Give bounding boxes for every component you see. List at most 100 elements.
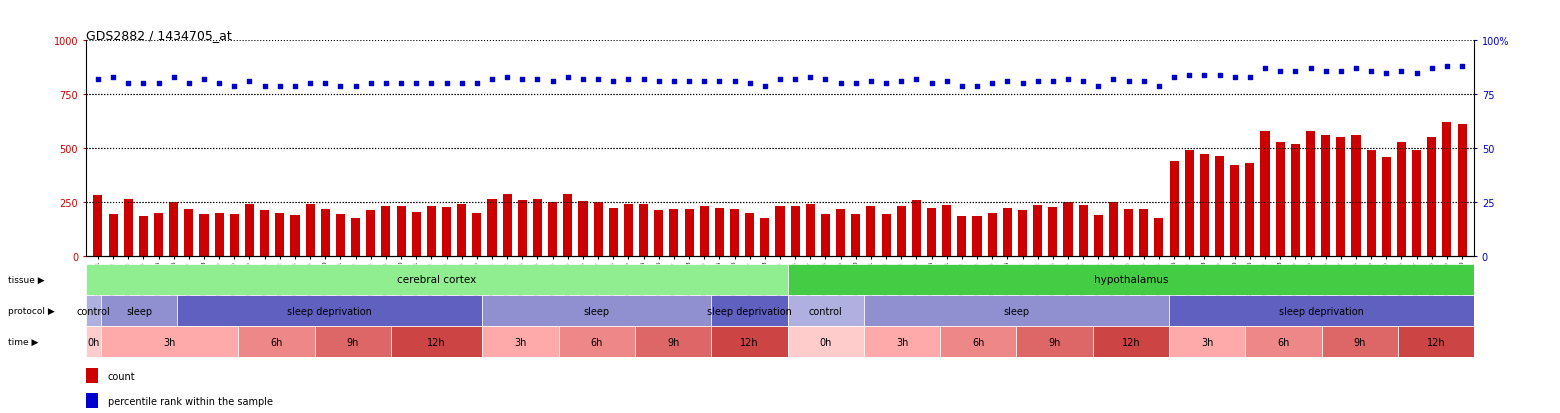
Point bbox=[934, 79, 959, 85]
Text: 3h: 3h bbox=[1201, 337, 1214, 347]
Bar bbox=[1351, 136, 1360, 256]
FancyBboxPatch shape bbox=[635, 326, 711, 357]
Text: hypothalamus: hypothalamus bbox=[1094, 275, 1168, 285]
Bar bbox=[1003, 209, 1012, 256]
Point bbox=[253, 83, 278, 90]
FancyBboxPatch shape bbox=[315, 326, 392, 357]
Bar bbox=[821, 214, 830, 256]
Point bbox=[176, 81, 201, 88]
Point bbox=[495, 74, 519, 81]
Point bbox=[844, 81, 869, 88]
Bar bbox=[881, 214, 891, 256]
Point bbox=[207, 81, 232, 88]
FancyBboxPatch shape bbox=[239, 326, 315, 357]
FancyBboxPatch shape bbox=[482, 326, 558, 357]
Bar bbox=[852, 214, 860, 256]
Text: control: control bbox=[810, 306, 842, 316]
FancyBboxPatch shape bbox=[392, 326, 482, 357]
Bar bbox=[215, 213, 223, 256]
FancyBboxPatch shape bbox=[558, 326, 635, 357]
Bar bbox=[1215, 156, 1225, 256]
Bar bbox=[335, 214, 345, 256]
FancyBboxPatch shape bbox=[86, 326, 101, 357]
Bar bbox=[1276, 142, 1285, 256]
Text: 3h: 3h bbox=[895, 337, 908, 347]
Bar bbox=[109, 214, 117, 256]
Point bbox=[828, 81, 853, 88]
FancyBboxPatch shape bbox=[101, 326, 239, 357]
Bar bbox=[200, 214, 209, 256]
Bar bbox=[593, 202, 602, 256]
Bar bbox=[1412, 151, 1421, 256]
Point bbox=[707, 79, 732, 85]
Text: 0h: 0h bbox=[87, 337, 100, 347]
Bar bbox=[1321, 136, 1331, 256]
Bar bbox=[321, 210, 329, 256]
Point bbox=[343, 83, 368, 90]
Bar bbox=[396, 206, 406, 256]
Point bbox=[373, 81, 398, 88]
Point bbox=[616, 77, 641, 83]
Point bbox=[571, 77, 596, 83]
Point bbox=[1207, 72, 1232, 79]
Point bbox=[980, 81, 1005, 88]
Bar bbox=[123, 199, 133, 256]
Point bbox=[1221, 74, 1246, 81]
Point bbox=[192, 77, 217, 83]
Bar bbox=[1064, 202, 1073, 256]
Text: 0h: 0h bbox=[819, 337, 831, 347]
Point bbox=[1041, 79, 1065, 85]
Bar bbox=[714, 209, 724, 256]
Point bbox=[1253, 66, 1278, 73]
Bar bbox=[534, 199, 541, 256]
FancyBboxPatch shape bbox=[86, 264, 788, 295]
Bar bbox=[1337, 138, 1345, 256]
Point bbox=[1056, 77, 1081, 83]
Point bbox=[1101, 77, 1126, 83]
Text: sleep deprivation: sleep deprivation bbox=[1279, 306, 1363, 316]
Point bbox=[691, 79, 716, 85]
Point bbox=[601, 79, 626, 85]
Point bbox=[964, 83, 989, 90]
Point bbox=[449, 81, 474, 88]
Bar bbox=[836, 210, 846, 256]
Text: 9h: 9h bbox=[1048, 337, 1061, 347]
Point bbox=[1388, 68, 1413, 75]
Point bbox=[1086, 83, 1111, 90]
Point bbox=[1162, 74, 1187, 81]
Point bbox=[632, 77, 657, 83]
Text: 9h: 9h bbox=[346, 337, 359, 347]
FancyBboxPatch shape bbox=[864, 295, 1168, 326]
Point bbox=[314, 81, 339, 88]
Bar bbox=[1457, 125, 1466, 256]
Bar bbox=[1245, 164, 1254, 256]
Point bbox=[646, 79, 671, 85]
Point bbox=[100, 74, 125, 81]
Text: sleep: sleep bbox=[126, 306, 153, 316]
Bar bbox=[184, 210, 193, 256]
Bar bbox=[367, 211, 376, 256]
Bar bbox=[139, 216, 148, 256]
Bar bbox=[669, 210, 679, 256]
Point bbox=[1420, 66, 1445, 73]
Bar bbox=[1033, 206, 1042, 256]
FancyBboxPatch shape bbox=[711, 295, 788, 326]
Text: sleep: sleep bbox=[583, 306, 610, 316]
Point bbox=[479, 77, 504, 83]
Bar bbox=[1170, 161, 1179, 256]
Bar bbox=[290, 215, 300, 256]
Bar bbox=[958, 216, 967, 256]
Bar bbox=[245, 204, 254, 256]
Bar bbox=[1125, 210, 1133, 256]
FancyBboxPatch shape bbox=[1017, 326, 1092, 357]
Bar bbox=[624, 204, 633, 256]
Point bbox=[1147, 83, 1172, 90]
Point bbox=[1009, 81, 1034, 88]
Bar bbox=[760, 218, 769, 256]
Text: 6h: 6h bbox=[591, 337, 604, 347]
FancyBboxPatch shape bbox=[1321, 326, 1398, 357]
FancyBboxPatch shape bbox=[788, 295, 864, 326]
Bar bbox=[579, 201, 588, 256]
Bar bbox=[154, 213, 164, 256]
Point bbox=[797, 74, 822, 81]
